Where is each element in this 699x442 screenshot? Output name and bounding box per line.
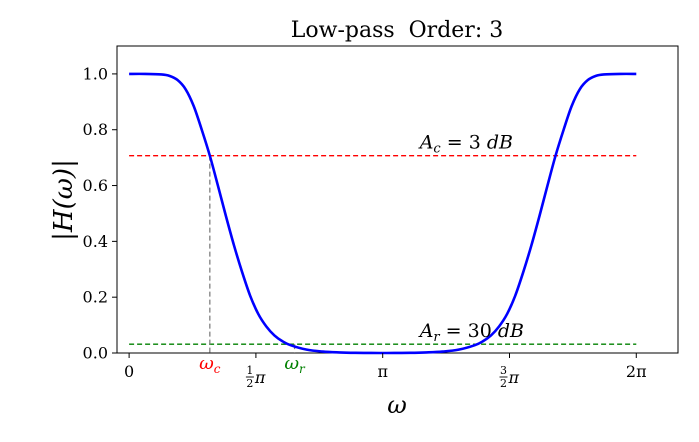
chart-title: Low-pass Order: 3: [291, 18, 503, 43]
x-tick-fraction-denominator: 2: [246, 377, 253, 390]
y-axis-label: |H(ω)|: [49, 159, 79, 241]
x-tick-label: 2π: [626, 362, 647, 381]
plot-frame: [116, 45, 679, 354]
x-tick-label: π: [507, 368, 519, 387]
marker-label-0: ωc: [199, 353, 221, 376]
y-tick-label: 0.0: [83, 344, 108, 363]
x-tick-label: π: [254, 368, 266, 387]
y-tick-label: 1.0: [83, 64, 108, 83]
x-tick-fraction-numerator: 3: [500, 364, 507, 377]
reference-line-label-0: Ac = 3 dB: [418, 132, 513, 157]
x-axis-label: ω: [387, 391, 407, 419]
x-tick-label: 0: [124, 362, 134, 381]
x-tick-label: π: [377, 362, 388, 381]
y-tick-label: 0.2: [83, 288, 108, 307]
y-tick-label: 0.6: [83, 176, 108, 195]
y-tick-label: 0.8: [83, 120, 108, 139]
x-tick-fraction-denominator: 2: [500, 377, 507, 390]
x-tick-fraction-numerator: 1: [246, 364, 253, 377]
y-tick-label: 0.4: [83, 232, 108, 251]
reference-line-label-1: Ar = 30 dB: [418, 320, 524, 345]
marker-label-1: ωr: [284, 353, 306, 376]
series-line-0: [129, 72, 637, 355]
